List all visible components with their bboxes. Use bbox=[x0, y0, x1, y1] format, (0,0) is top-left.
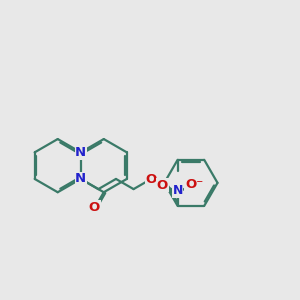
Text: N: N bbox=[172, 184, 183, 197]
Text: O: O bbox=[145, 173, 157, 186]
Text: O: O bbox=[157, 179, 168, 192]
Text: N: N bbox=[75, 172, 86, 185]
Text: O: O bbox=[89, 201, 100, 214]
Text: N: N bbox=[75, 146, 86, 159]
Text: O⁻: O⁻ bbox=[185, 178, 203, 191]
